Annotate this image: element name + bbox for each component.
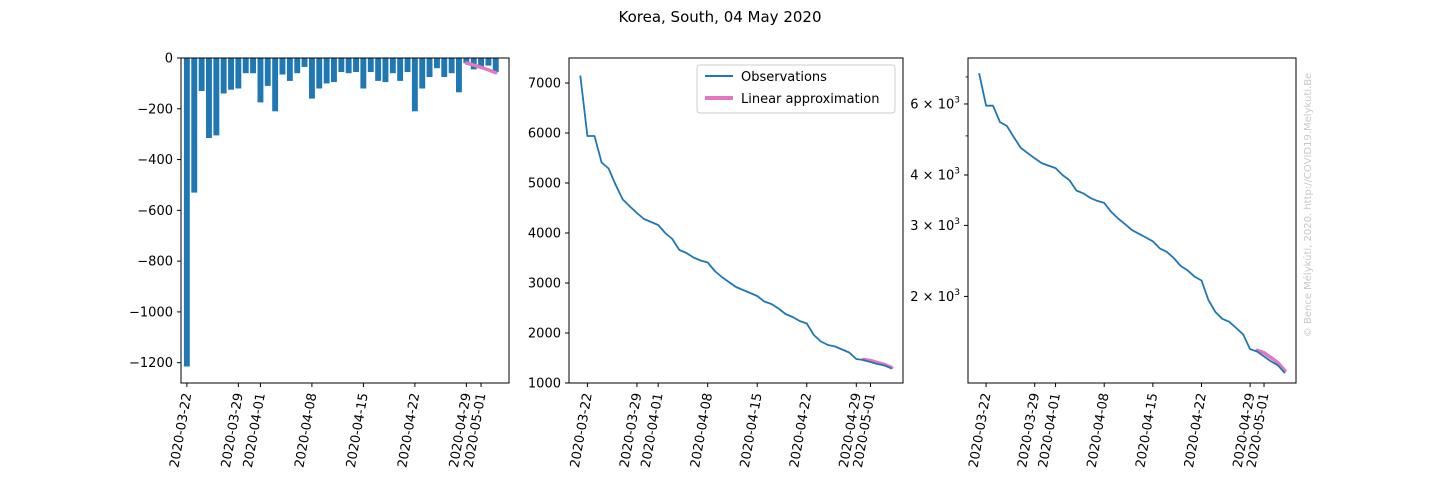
x-tick-label: 2020-04-15	[344, 392, 372, 469]
bar	[198, 58, 205, 91]
bar	[441, 58, 448, 77]
bar	[323, 58, 330, 84]
bar	[257, 58, 264, 103]
legend-approximation-label: Linear approximation	[741, 92, 879, 107]
axes-frame-1	[568, 57, 904, 384]
bar	[191, 58, 198, 193]
x-tick-label: 2020-04-08	[688, 392, 716, 469]
x-tick-label: 2020-03-22	[967, 392, 995, 469]
bar	[367, 58, 374, 72]
bar	[463, 58, 470, 64]
x-tick-label: 2020-04-22	[787, 392, 815, 469]
bar	[279, 58, 286, 75]
axes-frame-0	[180, 57, 510, 384]
x-tick-label: 2020-04-08	[1085, 392, 1113, 469]
bar	[183, 58, 190, 367]
bar	[434, 58, 440, 69]
y-tick-label: 3000	[528, 277, 561, 292]
bar	[485, 58, 492, 66]
bar	[294, 58, 301, 74]
bar	[404, 58, 411, 72]
bar	[419, 58, 426, 89]
bar	[411, 58, 418, 112]
x-tick-label: 2020-03-22	[167, 392, 195, 469]
bar	[360, 58, 367, 89]
x-tick-label: 2020-03-22	[568, 392, 596, 469]
series-observations-line	[579, 75, 893, 370]
y-tick-label: 3 × 103	[910, 217, 960, 234]
y-tick-label: 6000	[528, 127, 561, 142]
series-approximation-line	[861, 357, 894, 370]
axes-frame-2	[967, 57, 1297, 384]
bar	[492, 58, 499, 72]
x-tick-label: 2020-04-15	[738, 392, 766, 469]
y-tick-label: 5000	[528, 177, 561, 192]
bar	[448, 58, 455, 74]
bar	[316, 58, 323, 89]
bar	[397, 58, 404, 81]
bar	[331, 58, 337, 83]
figure-title: Korea, South, 04 May 2020	[619, 8, 822, 26]
legend: Observations Linear approximation	[696, 64, 896, 114]
bar	[309, 58, 315, 99]
bar	[375, 58, 382, 81]
y-tick-label: 2000	[528, 327, 561, 342]
y-tick-label: −1200	[129, 356, 173, 371]
x-tick-label: 2020-04-22	[1182, 392, 1210, 469]
y-tick-label: 4 × 103	[910, 166, 960, 183]
bar	[286, 58, 293, 81]
x-tick-label: 2020-04-08	[292, 392, 320, 469]
bar	[389, 58, 396, 74]
y-tick-label: −600	[137, 204, 173, 219]
bar	[264, 58, 271, 86]
bar	[338, 58, 345, 72]
legend-frame	[696, 64, 896, 114]
legend-observations-label: Observations	[741, 70, 827, 85]
series-approximation-line	[1255, 348, 1287, 373]
y-tick-label: −400	[137, 153, 173, 168]
y-tick-label: 4000	[528, 227, 561, 242]
y-tick-label: −800	[137, 255, 173, 270]
watermark: © Bence Mélykúti, 2020. http://COVID19.M…	[1302, 73, 1314, 337]
bar	[250, 58, 256, 74]
bar	[235, 58, 242, 89]
y-tick-label: 7000	[528, 77, 561, 92]
series-approximation-line	[464, 61, 498, 75]
y-tick-label: 6 × 103	[910, 95, 960, 112]
bar	[456, 58, 462, 93]
bar	[242, 58, 249, 74]
bar	[206, 58, 212, 138]
bar	[353, 58, 359, 72]
x-tick-label: 2020-04-22	[395, 392, 423, 469]
bar	[426, 58, 433, 77]
y-tick-label: −200	[137, 102, 173, 117]
bar	[220, 58, 227, 94]
bar	[345, 58, 352, 74]
y-tick-label: −1000	[129, 305, 173, 320]
bar	[228, 58, 234, 90]
bar	[301, 58, 308, 67]
series-observations-line	[978, 73, 1286, 374]
x-tick-label: 2020-04-15	[1133, 392, 1161, 469]
bar	[272, 58, 279, 112]
y-tick-label: 0	[165, 52, 173, 67]
bar	[213, 58, 220, 136]
y-tick-label: 2 × 103	[910, 288, 960, 305]
y-tick-label: 1000	[528, 377, 561, 392]
bar	[382, 58, 389, 83]
bar	[478, 58, 484, 69]
